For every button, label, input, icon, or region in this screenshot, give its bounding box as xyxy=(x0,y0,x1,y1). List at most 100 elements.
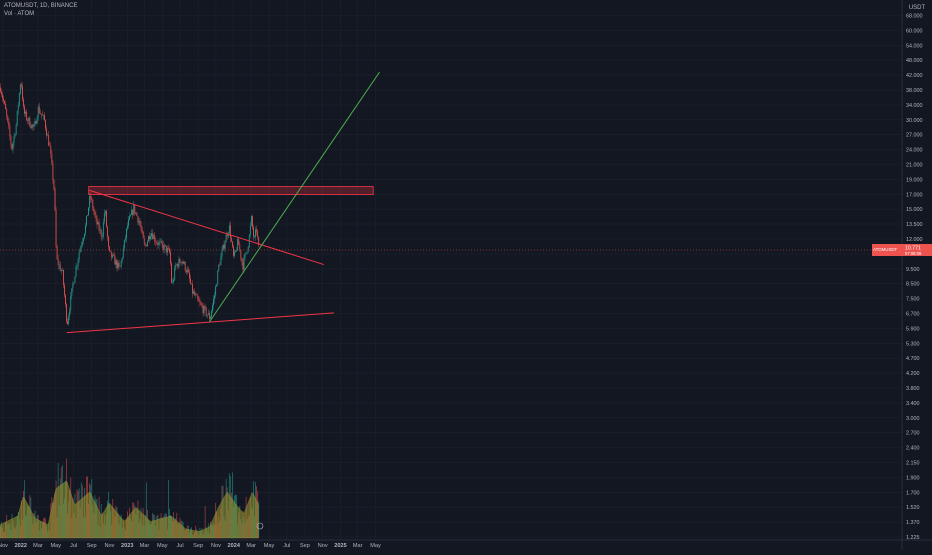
candle-body xyxy=(135,212,137,214)
drawings[interactable] xyxy=(0,71,902,334)
candle-body xyxy=(194,291,196,296)
time-tick-label: Nov xyxy=(104,543,114,549)
candle-body xyxy=(86,215,87,226)
price-tick-label: 4.700 xyxy=(906,356,920,362)
resistance-zone[interactable] xyxy=(88,186,374,195)
price-tick-label: 2.150 xyxy=(906,461,920,467)
candle-body xyxy=(105,211,106,214)
candle-body xyxy=(132,210,134,215)
candle-body xyxy=(183,262,185,264)
candle-body xyxy=(231,238,232,242)
time-tick-label: Nov xyxy=(211,543,221,549)
candle-body xyxy=(39,113,41,114)
price-tick-label: 12.000 xyxy=(906,237,923,243)
candle-body xyxy=(8,120,10,127)
candle-body xyxy=(210,316,211,319)
price-tick-label: 48.000 xyxy=(906,58,923,64)
time-tick-label: Nov xyxy=(0,543,8,549)
time-tick-label: Jul xyxy=(283,543,290,549)
time-tick-label: May xyxy=(157,543,168,549)
price-tick-label: 27.000 xyxy=(906,133,923,139)
time-tick-label: Jul xyxy=(176,543,183,549)
currency-label: USDT xyxy=(909,5,926,11)
candle-body xyxy=(73,282,75,285)
candle-body xyxy=(198,299,200,302)
candle-body xyxy=(42,114,43,116)
price-axis[interactable]: USDT 68.000 60.000 54.000 48.000 42.000 38.000… xyxy=(872,0,932,550)
price-tag-symbol-bg xyxy=(872,243,902,256)
symbol-title: ATOMUSDT, 1D, BINANCE xyxy=(4,3,78,9)
candle-body xyxy=(19,84,21,94)
price-axis-bg xyxy=(902,0,932,550)
candle-body xyxy=(75,266,77,277)
price-tick-label: 9.500 xyxy=(906,267,920,273)
candle-body xyxy=(0,87,1,92)
candle-body xyxy=(110,250,112,252)
candle-body xyxy=(129,216,130,220)
candle-body xyxy=(145,244,147,247)
candle-body xyxy=(127,225,128,229)
candle-body xyxy=(253,227,254,237)
candle-body xyxy=(85,225,86,234)
candle-body xyxy=(111,251,113,258)
candle-body xyxy=(176,264,178,265)
time-tick-label: May xyxy=(51,543,62,549)
candle-body xyxy=(153,235,155,239)
candle-body xyxy=(214,295,215,300)
green-trendline[interactable] xyxy=(209,71,380,323)
candle-body xyxy=(207,313,209,315)
candle-body xyxy=(159,241,161,243)
candle-body xyxy=(17,105,19,111)
candle-body xyxy=(187,269,189,273)
price-tick-label: 19.000 xyxy=(906,177,923,183)
candle-body xyxy=(173,279,175,282)
candle-body xyxy=(243,257,245,270)
candle-body xyxy=(178,259,180,267)
candle-body xyxy=(136,212,138,216)
candle-body xyxy=(32,124,34,127)
candle-body xyxy=(29,117,31,127)
candle-body xyxy=(119,266,121,267)
candle-body xyxy=(106,211,107,227)
price-tag-symbol: ATOMUSDT xyxy=(873,247,898,252)
candle-body xyxy=(28,117,30,121)
candle-body xyxy=(68,316,70,324)
candle-body xyxy=(203,306,205,314)
candle-body xyxy=(189,272,190,279)
candle-body xyxy=(225,234,227,243)
price-tick-label: 13.500 xyxy=(906,222,923,228)
candle-body xyxy=(43,115,44,116)
red-trendline[interactable] xyxy=(88,189,324,266)
candle-body xyxy=(197,295,199,300)
volume-pane xyxy=(0,458,264,539)
candle-body xyxy=(180,262,182,264)
candle-body xyxy=(5,103,7,110)
candle-body xyxy=(184,262,186,271)
price-tag-bg xyxy=(902,243,932,256)
candle-body xyxy=(66,304,67,322)
red-trendline[interactable] xyxy=(66,312,335,334)
candle-body xyxy=(82,238,84,242)
current-price-countdown: 07:08:08 xyxy=(905,251,922,256)
candle-body xyxy=(139,221,141,226)
price-tick-label: 2.400 xyxy=(906,446,920,452)
candle-body xyxy=(240,249,242,259)
candle-body xyxy=(16,110,18,125)
candle-body xyxy=(34,121,36,126)
candle-body xyxy=(38,106,40,114)
time-tick-label: Mar xyxy=(140,543,150,549)
candle-body xyxy=(48,134,50,146)
candle-body xyxy=(236,250,238,252)
time-axis[interactable]: Nov 2022 Mar May Jul Sep Nov 2023 Mar May Jul Sep No… xyxy=(0,539,932,549)
current-price-label: 10.771 xyxy=(905,245,921,251)
candle-body xyxy=(33,125,35,127)
candle-body xyxy=(235,250,236,252)
candle-body xyxy=(242,261,244,270)
candle-body xyxy=(54,189,56,210)
candle-body xyxy=(164,245,166,246)
candle-body xyxy=(61,269,63,271)
price-tick-label: 21.000 xyxy=(906,163,923,169)
candle-body xyxy=(97,222,99,225)
